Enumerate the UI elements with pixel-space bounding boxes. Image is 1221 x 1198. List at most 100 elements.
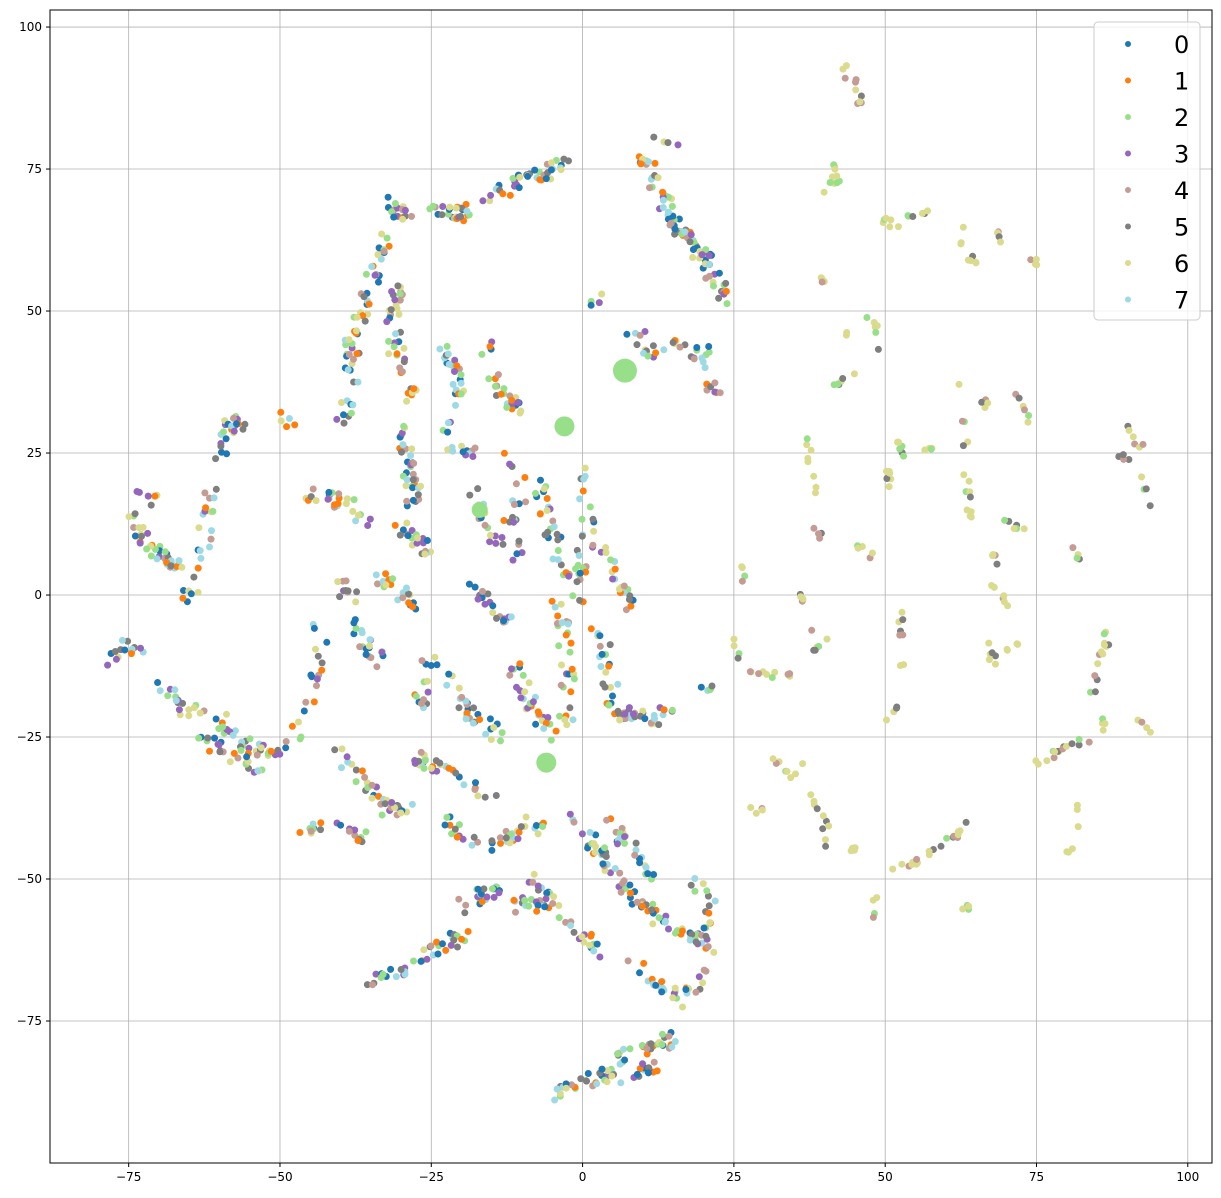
scatter-point	[627, 889, 634, 897]
scatter-point	[1075, 735, 1083, 743]
scatter-point	[410, 957, 417, 965]
scatter-point	[388, 208, 396, 216]
scatter-point	[445, 670, 453, 678]
scatter-point	[820, 188, 828, 196]
scatter-point	[659, 188, 667, 196]
scatter-point	[705, 909, 713, 917]
scatter-point	[382, 570, 390, 578]
scatter-point	[783, 767, 791, 775]
scatter-point	[1091, 672, 1099, 680]
scatter-point	[512, 908, 519, 916]
scatter-point	[870, 319, 878, 326]
scatter-point	[738, 564, 746, 572]
scatter-point	[1099, 726, 1107, 734]
scatter-point	[598, 290, 606, 298]
scatter-point	[1062, 742, 1070, 750]
scatter-point	[276, 750, 284, 758]
scatter-point	[309, 820, 317, 828]
scatter-point	[651, 715, 658, 723]
scatter-point	[137, 644, 144, 652]
scatter-point	[617, 1079, 625, 1087]
scatter-point	[441, 821, 449, 829]
legend-marker	[1125, 223, 1131, 230]
scatter-point	[452, 769, 460, 777]
scatter-point	[558, 661, 565, 669]
scatter-point	[391, 521, 399, 529]
scatter-point	[590, 947, 598, 955]
scatter-point	[455, 895, 463, 903]
dense-cluster-blob	[612, 358, 637, 383]
scatter-point	[1001, 516, 1009, 524]
scatter-point	[479, 197, 487, 205]
scatter-point	[609, 692, 616, 700]
scatter-point	[331, 746, 339, 754]
x-tick-label: −75	[116, 1170, 141, 1184]
scatter-point	[352, 517, 360, 525]
scatter-point	[711, 388, 719, 396]
scatter-point	[647, 1040, 655, 1048]
scatter-point	[195, 524, 203, 532]
scatter-point	[154, 679, 162, 686]
scatter-point	[1027, 256, 1035, 264]
scatter-point	[194, 564, 202, 572]
scatter-point	[582, 568, 590, 576]
scatter-point	[314, 652, 322, 660]
scatter-point	[985, 656, 993, 664]
scatter-point	[644, 1069, 652, 1077]
scatter-point	[896, 445, 904, 453]
scatter-point	[565, 157, 572, 165]
scatter-point	[557, 561, 565, 569]
scatter-point	[686, 238, 694, 246]
scatter-point	[646, 184, 653, 192]
scatter-point	[472, 779, 479, 787]
scatter-point	[391, 200, 399, 207]
scatter-point	[595, 299, 603, 307]
scatter-point	[966, 512, 974, 520]
scatter-point	[705, 902, 713, 910]
scatter-point	[621, 710, 629, 718]
scatter-point	[131, 532, 139, 540]
scatter-point	[338, 399, 345, 406]
scatter-point	[410, 385, 418, 393]
scatter-point	[702, 932, 710, 940]
scatter-point	[490, 724, 498, 731]
scatter-point	[487, 191, 495, 199]
scatter-point	[705, 348, 713, 356]
scatter-point	[839, 375, 847, 382]
scatter-point	[536, 510, 544, 518]
scatter-point	[442, 946, 450, 954]
scatter-point	[318, 666, 326, 674]
scatter-point	[576, 495, 584, 503]
scatter-point	[555, 642, 563, 650]
scatter-point	[335, 490, 343, 498]
scatter-point	[542, 719, 550, 727]
scatter-point	[557, 166, 565, 174]
x-tick-label: −50	[267, 1170, 292, 1184]
scatter-point	[551, 1096, 559, 1104]
scatter-point	[488, 885, 496, 893]
scatter-point	[643, 1050, 651, 1058]
scatter-point	[211, 734, 218, 742]
scatter-point	[350, 496, 358, 504]
scatter-point	[704, 943, 712, 951]
scatter-point	[895, 438, 903, 446]
scatter-point	[443, 342, 451, 350]
scatter-point	[460, 781, 468, 789]
scatter-point	[665, 1032, 673, 1040]
scatter-point	[361, 773, 369, 781]
legend: 0 1 2 3 4 5 6 7	[1093, 21, 1201, 321]
scatter-point	[913, 855, 921, 863]
scatter-point	[659, 204, 667, 211]
scatter-point	[701, 364, 709, 372]
scatter-point	[658, 978, 666, 986]
scatter-point	[645, 1064, 653, 1072]
x-axis-ticks: −75 −50 −25 0 25 50 75 100	[116, 1163, 1199, 1184]
scatter-point	[702, 274, 710, 282]
scatter-point	[402, 482, 410, 490]
scatter-point	[547, 736, 555, 744]
scatter-point	[722, 279, 730, 287]
scatter-point	[433, 767, 441, 775]
scatter-point	[872, 328, 880, 336]
scatter-point	[632, 839, 640, 847]
scatter-point	[716, 389, 724, 397]
